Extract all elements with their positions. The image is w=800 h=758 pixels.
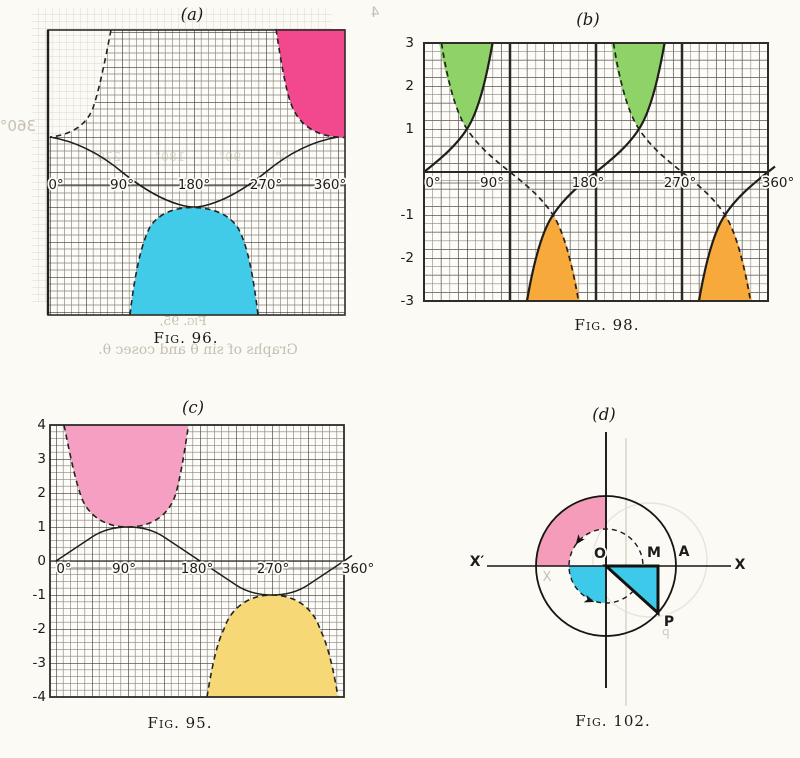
sec-curve-branch2-dashed — [129, 206, 259, 316]
cot-curve-branch1-dashed — [440, 42, 580, 302]
shaded-region-green-2 — [611, 43, 666, 129]
panel-letter: (d) — [592, 405, 615, 424]
shaded-region-cosec-lower — [207, 595, 338, 697]
y-tick-m2: -2 — [33, 621, 46, 637]
tan-curve-branch1 — [423, 42, 494, 173]
panel-a-fig96: 4 360° 0° 90° 180° 270° 0° 90° 180° 270°… — [0, 5, 379, 358]
axis-label-x: X — [735, 557, 746, 573]
shaded-region-green-1 — [439, 43, 494, 129]
shaded-region-cosec-upper — [64, 425, 189, 527]
y-tick-m2: -2 — [401, 250, 414, 266]
x-tick-180: 180° — [181, 561, 214, 577]
figure-caption: Fig. 95. — [148, 714, 213, 732]
outer-circle — [535, 495, 677, 637]
point-label-a: A — [679, 544, 690, 560]
annular-sector-quadrant2 — [536, 496, 606, 566]
ghost-mid-labels: 0° 90° 180° 270° — [91, 149, 290, 164]
ghost-corner-label: 4 — [370, 5, 379, 21]
ghost-fig-caption: Fig. 95, — [159, 313, 206, 328]
shaded-region-sec-upper — [276, 29, 345, 138]
inner-sector-quadrant3 — [569, 566, 606, 603]
y-tick-1: 1 — [405, 121, 414, 137]
panel-letter: (c) — [182, 398, 204, 417]
plot-frame — [423, 42, 769, 302]
panel-letter: (a) — [181, 5, 204, 24]
rotation-arrow-icon — [583, 594, 595, 603]
y-tick-1: 1 — [37, 519, 46, 535]
ghost-x-label: X — [542, 570, 551, 585]
plot-frame — [49, 424, 345, 698]
point-label-p: P — [664, 614, 674, 630]
x-tick-180: 180° — [178, 177, 211, 193]
panel-c-fig95: 4 3 2 1 0 -1 -2 -3 -4 0° 90° 180° 270° 3… — [33, 398, 377, 732]
sin-curve — [55, 526, 353, 596]
figure-caption: Fig. 102. — [575, 712, 650, 730]
ghost-circle — [592, 502, 708, 618]
y-tick-4: 4 — [37, 417, 46, 433]
y-tick-m1: -1 — [401, 207, 414, 223]
ghost-p-label: P — [662, 628, 670, 643]
cot-curve-branch2-dashed — [612, 42, 752, 302]
tan-curve-branch3 — [697, 165, 776, 302]
x-tick-360: 360° — [342, 561, 375, 577]
sec-curve-branch1-dashed — [49, 29, 112, 138]
x-tick-270: 270° — [257, 561, 290, 577]
x-tick-0: 0° — [48, 177, 63, 193]
figure-caption: Fig. 98. — [575, 316, 640, 334]
x-tick-270: 270° — [250, 177, 283, 193]
rotation-arrow-icon — [575, 534, 585, 545]
panel-letter: (b) — [576, 10, 599, 29]
sec-curve-branch3-dashed — [275, 28, 346, 139]
y-tick-m3: -3 — [33, 655, 46, 671]
tan-curve-branch2 — [525, 42, 666, 302]
y-tick-2: 2 — [37, 485, 46, 501]
point-label-m: M — [647, 545, 661, 561]
x-tick-90: 90° — [110, 177, 134, 193]
x-tick-180: 180° — [572, 175, 605, 191]
y-tick-m1: -1 — [33, 587, 46, 603]
y-tick-0: 0 — [37, 553, 46, 569]
shaded-region-sec-lower — [130, 207, 258, 315]
shaded-region-orange-2 — [697, 215, 752, 301]
y-tick-m3: -3 — [401, 293, 414, 309]
y-tick-2: 2 — [405, 78, 414, 94]
x-tick-360: 360° — [762, 175, 795, 191]
x-tick-0: 0° — [425, 175, 440, 191]
shaded-region-orange-1 — [525, 215, 580, 301]
y-tick-3: 3 — [405, 35, 414, 51]
point-label-o: O — [594, 546, 606, 562]
x-tick-270: 270° — [664, 175, 697, 191]
y-tick-3: 3 — [37, 451, 46, 467]
ghost-title-caption: Graphs of sin θ and cosec θ. — [98, 342, 298, 358]
y-tick-m4: -4 — [33, 689, 46, 705]
panel-d-fig102: X P O M A P X X′ (d) Fig. 102. — [470, 405, 746, 730]
panel-b-fig98: 3 2 1 -1 -2 -3 0° 90° 180° 270° 360° (b)… — [401, 10, 797, 334]
x-tick-90: 90° — [480, 175, 504, 191]
x-tick-90: 90° — [112, 561, 136, 577]
triangle-omp — [602, 564, 660, 617]
axis-label-x-prime: X′ — [470, 554, 485, 570]
x-tick-0: 0° — [56, 561, 71, 577]
ghost-side-label: 360° — [0, 117, 36, 135]
figure-caption: Fig. 96. — [154, 329, 219, 347]
cos-curve — [49, 136, 339, 208]
x-tick-360: 360° — [314, 177, 347, 193]
